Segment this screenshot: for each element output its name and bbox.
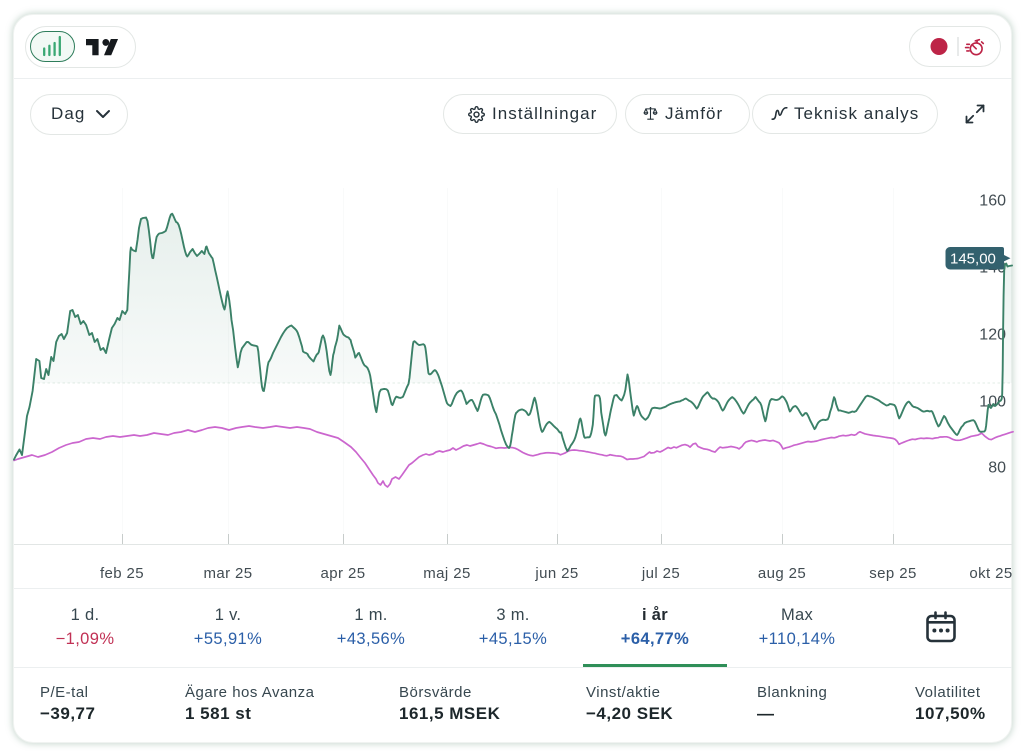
svg-text:145,00: 145,00 (950, 251, 996, 268)
svg-text:80: 80 (988, 460, 1006, 477)
svg-text:maj 25: maj 25 (423, 565, 470, 582)
svg-text:aug 25: aug 25 (758, 565, 806, 582)
svg-text:sep 25: sep 25 (869, 565, 916, 582)
svg-text:apr 25: apr 25 (321, 565, 366, 582)
svg-text:okt 25: okt 25 (969, 565, 1012, 582)
svg-text:jul 25: jul 25 (641, 565, 680, 582)
svg-text:mar 25: mar 25 (203, 565, 252, 582)
svg-text:120: 120 (979, 327, 1006, 344)
svg-text:feb 25: feb 25 (100, 565, 144, 582)
svg-text:160: 160 (979, 193, 1006, 210)
svg-text:jun 25: jun 25 (534, 565, 578, 582)
svg-text:100: 100 (979, 394, 1006, 411)
